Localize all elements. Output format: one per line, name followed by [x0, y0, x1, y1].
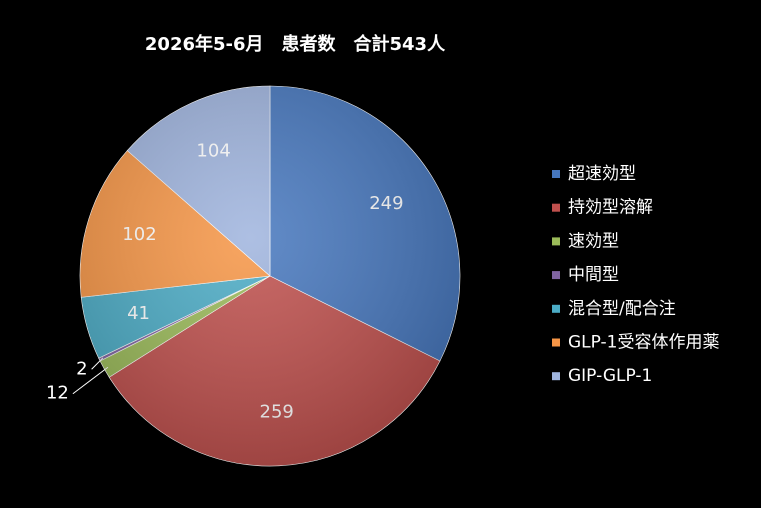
legend-swatch: [552, 304, 560, 313]
legend-label: GLP-1受容体作用薬: [568, 333, 719, 353]
legend-label: 混合型/配合注: [568, 299, 676, 319]
legend-swatch: [552, 271, 560, 280]
legend-swatch: [552, 170, 560, 178]
data-label: 259: [260, 402, 294, 423]
data-label: 102: [122, 224, 156, 245]
legend-label: 持効型溶解: [568, 198, 653, 218]
chart-title: 2026年5-6月 患者数 合計543人: [145, 33, 446, 55]
legend-label: 速効型: [568, 231, 619, 251]
data-label: 249: [369, 193, 403, 214]
legend-label: GIP-GLP-1: [568, 366, 652, 386]
data-label: 2: [76, 358, 87, 379]
legend-swatch: [552, 237, 560, 246]
legend-swatch: [552, 203, 560, 212]
data-label: 12: [46, 383, 69, 404]
legend-swatch: [552, 338, 560, 347]
legend-label: 超速効型: [568, 164, 636, 184]
legend-label: 中間型: [568, 265, 619, 285]
legend-swatch: [552, 372, 560, 381]
data-label: 41: [127, 303, 150, 324]
data-label: 104: [196, 140, 230, 161]
